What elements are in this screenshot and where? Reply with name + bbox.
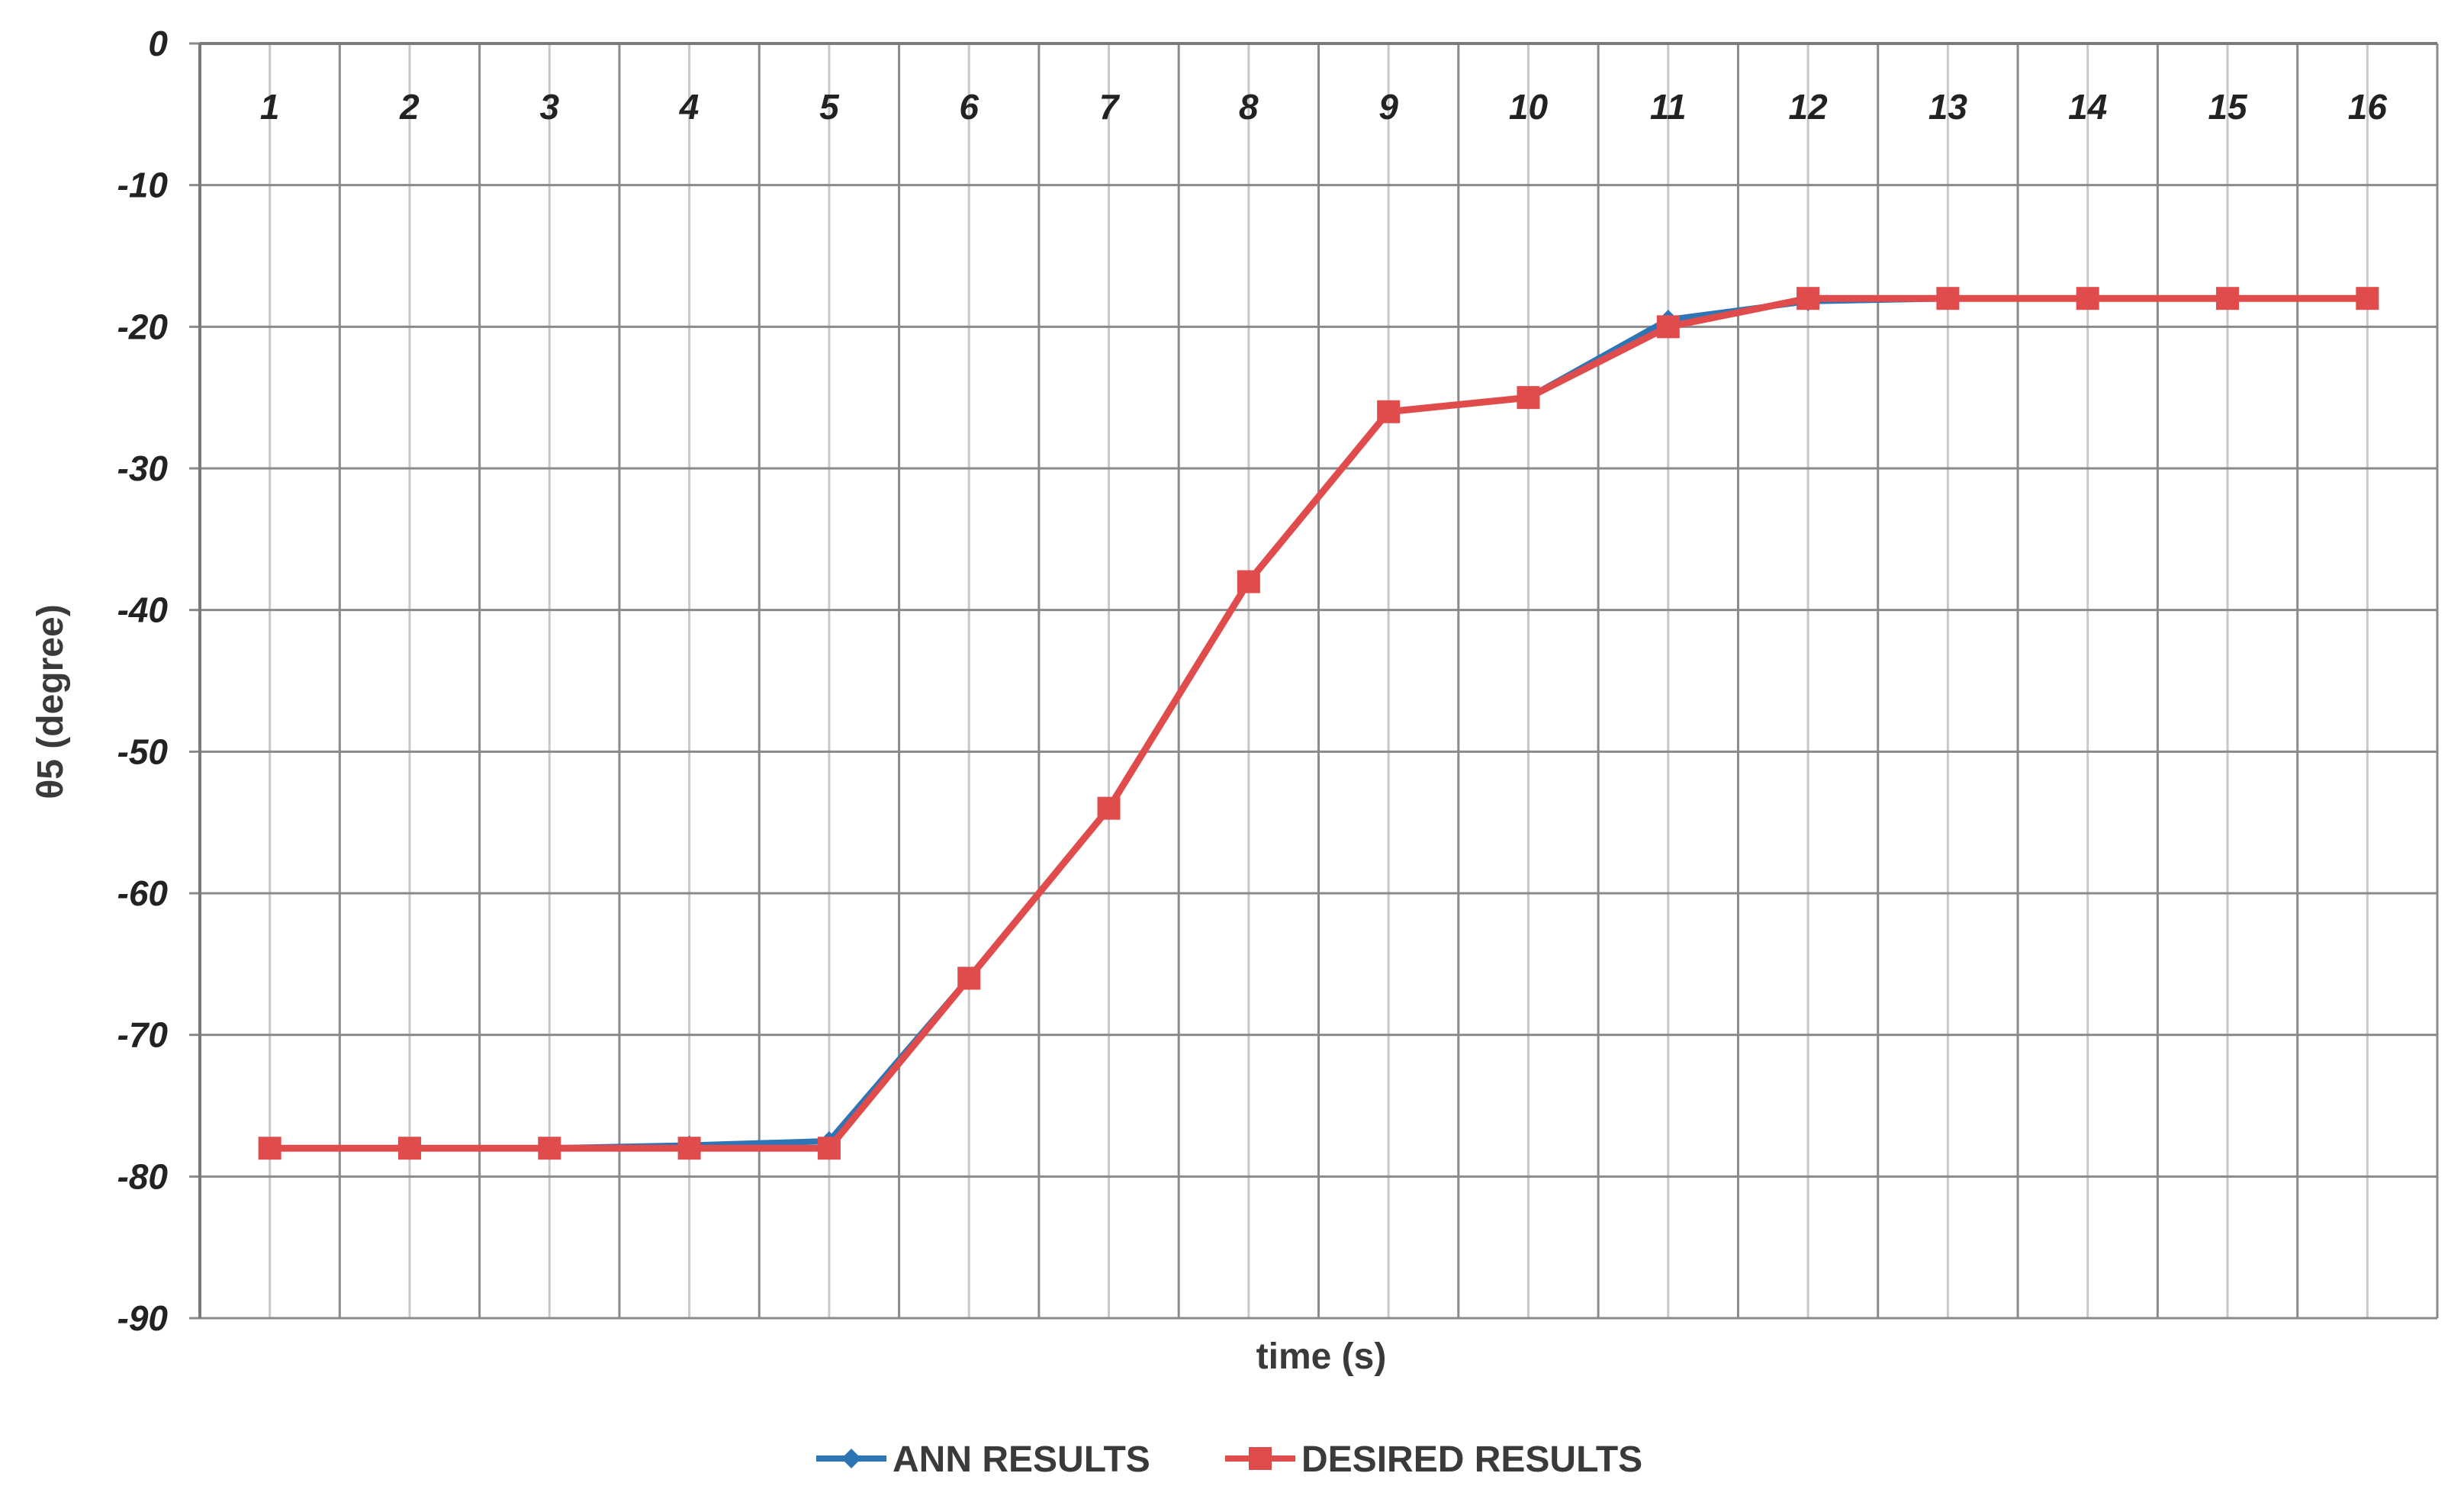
y-tick-label: -10 [117, 166, 169, 205]
x-tick-label: 7 [1099, 87, 1121, 127]
y-axis-label: θ5 (degree) [31, 604, 71, 799]
y-tick-label: -30 [117, 449, 169, 488]
x-tick-label: 15 [2208, 87, 2248, 127]
x-tick-label: 8 [1239, 87, 1259, 127]
x-tick-label: 14 [2068, 87, 2107, 127]
data-point-square [1936, 287, 1960, 310]
legend: ANN RESULTS DESIRED RESULTS [816, 1439, 1642, 1480]
data-point-square [538, 1137, 561, 1160]
axes [198, 42, 2437, 1318]
y-tick-labels: 0 -10 -20 -30 -40 -50 -60 -70 -80 -90 [117, 24, 169, 1338]
legend-marker-square [1249, 1447, 1272, 1470]
legend-item-1: ANN RESULTS [816, 1439, 1150, 1480]
x-tick-label: 13 [1928, 87, 1968, 127]
y-tick-label: -70 [117, 1015, 169, 1055]
x-tick-label: 16 [2348, 87, 2388, 127]
data-point-square [957, 966, 981, 990]
y-tick-label: -90 [117, 1298, 169, 1338]
y-tick-label: -50 [117, 732, 169, 771]
x-tick-label: 6 [959, 87, 979, 127]
y-tick-label: -80 [117, 1156, 169, 1196]
legend-item-2: DESIRED RESULTS [1225, 1439, 1642, 1480]
x-tick-label: 1 [260, 87, 280, 127]
data-point-square [1377, 400, 1401, 423]
x-tick-label: 9 [1378, 87, 1398, 127]
data-point-square [817, 1137, 841, 1160]
x-tick-label: 2 [399, 87, 420, 127]
data-point-square [1097, 796, 1121, 820]
x-tick-label: 10 [1509, 87, 1549, 127]
x-tick-labels: 1 2 3 4 5 6 7 8 9 10 11 12 13 14 15 16 [260, 87, 2387, 127]
data-point-square [2356, 287, 2379, 310]
y-tick-label: 0 [148, 24, 168, 63]
data-point-square [677, 1137, 701, 1160]
data-point-square [1797, 287, 1820, 310]
x-tick-label: 3 [539, 87, 559, 127]
y-tick-label: -20 [117, 307, 169, 346]
data-point-square [1656, 315, 1680, 339]
data-point-square [397, 1137, 421, 1160]
legend-marker-diamond [841, 1449, 861, 1468]
series-2 [258, 287, 2379, 1160]
x-tick-label: 5 [819, 87, 840, 127]
data-point-square [2216, 287, 2240, 310]
x-tick-label: 11 [1650, 87, 1687, 127]
legend-label: ANN RESULTS [893, 1439, 1150, 1480]
x-tick-label: 12 [1789, 87, 1829, 127]
data-point-square [258, 1137, 281, 1160]
series-line [269, 294, 2368, 1152]
x-tick-label: 4 [679, 87, 700, 127]
data-point-square [1237, 570, 1260, 593]
data-point-square [2076, 287, 2099, 310]
series [258, 287, 2379, 1160]
legend-label: DESIRED RESULTS [1301, 1439, 1642, 1480]
x-axis-label: time (s) [1256, 1336, 1387, 1377]
grid [189, 42, 2439, 1320]
y-tick-label: -40 [117, 590, 169, 630]
y-tick-label: -60 [117, 873, 169, 913]
data-point-square [1517, 386, 1540, 410]
